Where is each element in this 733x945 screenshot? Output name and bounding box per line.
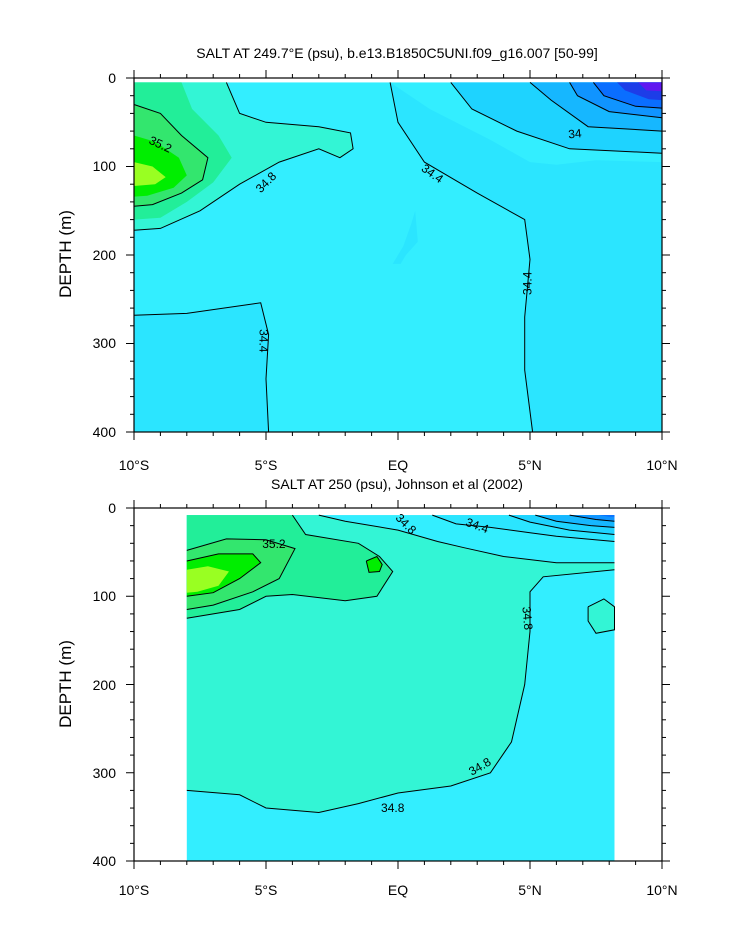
x-tick-label: 10°N	[646, 457, 677, 473]
salinity-region-east-33.6	[598, 515, 615, 517]
contour-label: 34	[568, 126, 583, 141]
contour-line-34-4	[389, 82, 534, 433]
y-tick-label: 400	[93, 853, 117, 869]
axis-ticks	[126, 500, 670, 869]
salinity-region-west-35.6	[134, 162, 166, 186]
contour-line-35-2	[186, 538, 296, 610]
contour-label-text: 34	[568, 126, 583, 141]
y-tick-label: 200	[93, 247, 117, 263]
contour-label-text: 34.8	[381, 801, 405, 815]
contour-label-text: 34.8	[519, 606, 535, 631]
contour-line-34-2	[508, 514, 615, 535]
x-tick-label: 5°S	[255, 882, 278, 898]
contour-line-35-4	[365, 555, 383, 573]
contour-label: 35.2	[262, 537, 286, 551]
x-tick-label: EQ	[388, 457, 408, 473]
contour-line-34-4	[432, 514, 615, 542]
observed-salinity-panel: 35.234.8 34.434.834.834.8 SALT AT 250 (ps…	[56, 476, 678, 898]
y-tick-label: 400	[93, 424, 117, 440]
contour-label: 34.4	[256, 329, 270, 353]
salinity-region-island-34.4	[392, 210, 418, 264]
contour-line-34-8	[587, 598, 615, 634]
y-axis-label: DEPTH (m)	[56, 640, 75, 728]
contour-line-34-8	[186, 569, 615, 814]
salinity-region-west-35.6	[186, 566, 229, 593]
x-tick-label: 10°N	[646, 882, 677, 898]
contour-line-34-2	[450, 82, 663, 154]
contour-line-33-6	[593, 82, 663, 109]
y-tick-label: 100	[93, 588, 117, 604]
contour-line-35-0	[186, 514, 394, 619]
panel-title: SALT AT 249.7°E (psu), b.e13.B1850C5UNI.…	[196, 45, 598, 61]
salinity-region-east-lobe-34.4	[390, 82, 662, 433]
salinity-region-island-34.8	[588, 598, 615, 634]
x-tick-label: 10°S	[119, 882, 150, 898]
y-tick-label: 300	[93, 335, 117, 351]
x-tick-label: 5°S	[255, 457, 278, 473]
panel-title: SALT AT 250 (psu), Johnson et al (2002)	[271, 476, 523, 492]
contour-line-34	[529, 82, 663, 132]
salinity-region-center-35.4	[366, 556, 383, 573]
x-tick-label: EQ	[388, 882, 408, 898]
y-axis-label: DEPTH (m)	[56, 210, 75, 298]
contour-line-34-8	[133, 82, 354, 231]
salinity-region-east-33.2	[638, 82, 662, 92]
y-tick-label: 0	[108, 500, 116, 516]
x-tick-label: 10°S	[119, 457, 150, 473]
salinity-region-fresh-lobe-34.4	[134, 302, 269, 432]
contour-line-35-2	[133, 104, 209, 207]
plot-area: 35.234.8 34.434.834.834.8	[186, 511, 615, 861]
x-tick-label: 5°N	[518, 882, 542, 898]
x-tick-label: 5°N	[518, 457, 542, 473]
contour-label-text: 35.2	[262, 537, 286, 551]
contour-label-text: 34.4	[520, 271, 534, 295]
contour-label: 34.4	[520, 271, 534, 295]
contour-line-34-8	[318, 514, 615, 564]
contour-line-34-4	[133, 302, 270, 433]
contour-line-33-8	[569, 82, 663, 119]
axis-ticks	[126, 70, 670, 440]
contour-label-text: 34.4	[256, 329, 270, 353]
y-tick-label: 0	[108, 70, 116, 86]
y-tick-label: 100	[93, 158, 117, 174]
contour-line-34	[535, 514, 615, 528]
y-tick-label: 200	[93, 677, 117, 693]
contour-line-35-4	[186, 553, 262, 597]
y-tick-label: 300	[93, 765, 117, 781]
contour-line-33-8	[569, 514, 615, 522]
contour-label: 34.8	[381, 801, 405, 815]
contour-label: 34.8	[519, 606, 535, 631]
